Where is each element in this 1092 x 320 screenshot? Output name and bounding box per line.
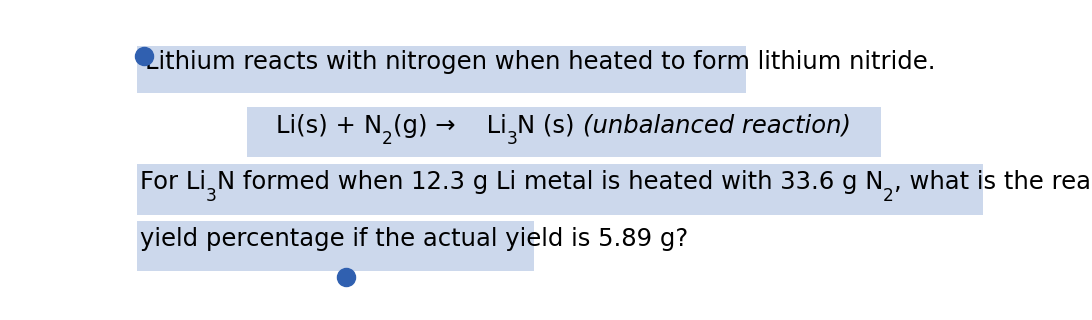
Text: 3: 3 [507,130,518,148]
Text: (unbalanced reaction): (unbalanced reaction) [583,114,851,138]
Text: Li(s) +: Li(s) + [276,114,364,138]
Bar [136,221,534,271]
Text: 3: 3 [206,187,216,205]
Text: N formed when 12.3 g Li metal is heated with 33.6 g N: N formed when 12.3 g Li metal is heated … [216,170,883,194]
Text: 2: 2 [883,187,894,205]
Text: yield percentage if the actual yield is 5.89 g?: yield percentage if the actual yield is … [140,227,688,251]
Bar [136,46,746,92]
Bar [247,108,881,157]
Text: N: N [364,114,382,138]
Text: 2: 2 [382,130,393,148]
Text: (g) →    Li: (g) → Li [393,114,507,138]
Bar [136,164,983,215]
Text: N (s): N (s) [518,114,583,138]
Text: , what is the reaction: , what is the reaction [894,170,1092,194]
Text: Lithium reacts with nitrogen when heated to form lithium nitride.: Lithium reacts with nitrogen when heated… [145,50,936,74]
Text: For Li: For Li [140,170,206,194]
